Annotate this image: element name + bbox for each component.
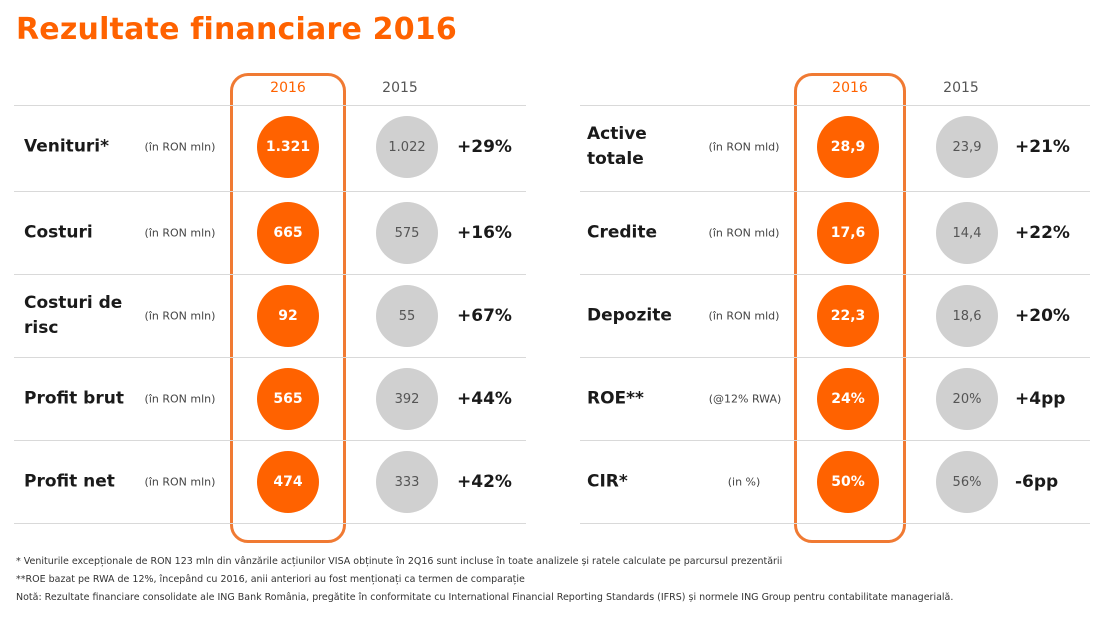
previous-value: 55 [376,285,438,347]
row-label: Depozite [587,305,672,326]
table-row: CIR* (in %) 50% 56% -6pp [580,440,1090,524]
footnote-ifrs: Notă: Rezultate financiare consolidate a… [16,592,954,603]
row-unit: (în RON mld) [708,226,780,240]
previous-value: 23,9 [936,116,998,178]
row-unit: (în RON mld) [708,140,780,154]
table-row: Active totale (în RON mld) 28,9 23,9 +21… [580,105,1090,188]
current-year-highlight [794,73,906,543]
current-value: 28,9 [817,116,879,178]
change-value: +4pp [1015,389,1066,409]
footnote-visa: * Veniturile excepționale de RON 123 mln… [16,556,783,567]
change-value: +67% [457,306,512,326]
row-label: Venituri* [24,136,110,157]
right-col-head-previous: 2015 [943,80,979,96]
table-row: Credite (în RON mld) 17,6 14,4 +22% [580,191,1090,274]
change-value: +29% [457,137,512,157]
left-col-head-current: 2016 [270,80,306,96]
current-value: 24% [817,368,879,430]
current-value: 474 [257,451,319,513]
previous-value: 56% [936,451,998,513]
change-value: +44% [457,389,512,409]
table-row: Costuri (în RON mln) 665 575 +16% [14,191,526,274]
row-unit: (în RON mld) [708,309,780,323]
current-value: 1.321 [257,116,319,178]
change-value: +16% [457,223,512,243]
table-row: Venituri* (în RON mln) 1.321 1.022 +29% [14,105,526,188]
table-row: Depozite (în RON mld) 22,3 18,6 +20% [580,274,1090,357]
right-col-head-current: 2016 [832,80,868,96]
row-label: CIR* [587,471,628,492]
table-row: Profit brut (în RON mln) 565 392 +44% [14,357,526,440]
current-value: 565 [257,368,319,430]
footnotes: * Veniturile excepționale de RON 123 mln… [16,553,953,607]
current-value: 92 [257,285,319,347]
previous-value: 1.022 [376,116,438,178]
row-unit: (@12% RWA) [708,392,782,406]
current-value: 22,3 [817,285,879,347]
row-label: Costuri de risc [24,293,123,338]
change-value: +22% [1015,223,1070,243]
row-label: Costuri [24,222,93,243]
table-row: Costuri de risc (în RON mln) 92 55 +67% [14,274,526,357]
change-value: +20% [1015,306,1070,326]
row-unit: (în RON mln) [144,392,216,406]
table-row: Profit net (în RON mln) 474 333 +42% [14,440,526,524]
previous-value: 392 [376,368,438,430]
current-value: 665 [257,202,319,264]
row-label: ROE** [587,388,644,409]
row-label: Active totale [587,124,647,169]
left-col-head-previous: 2015 [382,80,418,96]
row-label: Credite [587,222,658,243]
footnote-roe: **ROE bazat pe RWA de 12%, începând cu 2… [16,574,525,585]
current-value: 50% [817,451,879,513]
row-label: Profit net [24,471,115,492]
change-value: -6pp [1015,472,1059,492]
change-value: +42% [457,472,512,492]
left-panel: 2016 2015 Venituri* (în RON mln) 1.321 1… [14,70,526,550]
row-unit: (in %) [727,475,761,489]
right-panel: 2016 2015 Active totale (în RON mld) 28,… [580,70,1090,550]
change-value: +21% [1015,137,1070,157]
page-title: Rezultate financiare 2016 [16,12,457,47]
row-unit: (în RON mln) [144,309,216,323]
previous-value: 575 [376,202,438,264]
row-unit: (în RON mln) [144,475,216,489]
current-value: 17,6 [817,202,879,264]
current-year-highlight [230,73,346,543]
previous-value: 14,4 [936,202,998,264]
previous-value: 20% [936,368,998,430]
row-unit: (în RON mln) [144,226,216,240]
previous-value: 18,6 [936,285,998,347]
table-row: ROE** (@12% RWA) 24% 20% +4pp [580,357,1090,440]
previous-value: 333 [376,451,438,513]
row-label: Profit brut [24,388,124,409]
row-unit: (în RON mln) [144,140,216,154]
